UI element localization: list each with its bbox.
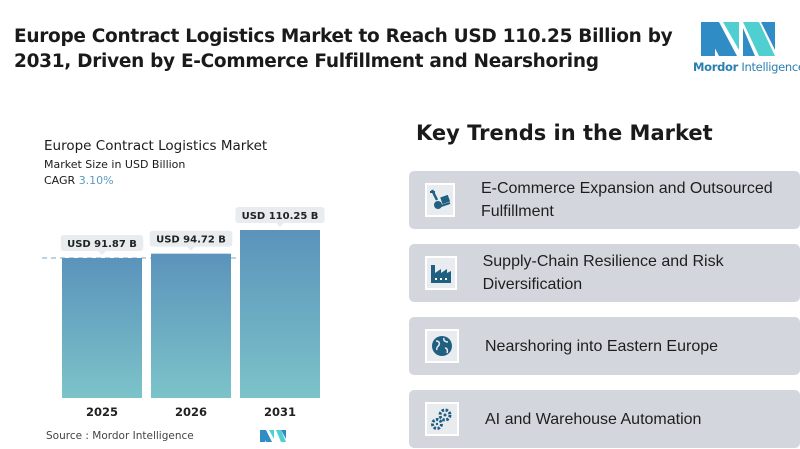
data-label: USD 94.72 B (156, 235, 226, 246)
logo-text-2: Intelligence (741, 60, 800, 74)
trend-label: AI and Warehouse Automation (485, 410, 702, 428)
cagr-label: CAGR (44, 174, 76, 187)
data-label: USD 91.87 B (67, 239, 137, 250)
data-label-pointer (276, 223, 284, 227)
cagr-value: 3.10% (78, 174, 114, 187)
x-tick-label: 2026 (175, 405, 207, 419)
bar-2031 (240, 230, 320, 398)
trend-card: AI and Warehouse Automation (409, 390, 800, 448)
page-title: Europe Contract Logistics Market to Reac… (14, 26, 673, 72)
chart-title: Europe Contract Logistics Market (44, 138, 268, 154)
logo-text: Mordor (693, 60, 739, 74)
data-label: USD 110.25 B (242, 211, 319, 222)
bar-2026 (151, 253, 231, 398)
data-label-pointer (187, 246, 195, 251)
gears-icon (425, 402, 459, 436)
source-note: Source : Mordor Intelligence (46, 430, 194, 442)
logo-mark-icon (701, 22, 775, 56)
mordor-logo: Mordor Intelligence (693, 20, 800, 80)
data-label-pointer (98, 251, 106, 256)
trend-card: Nearshoring into Eastern Europe (409, 317, 800, 375)
trend-label: Supply-Chain Resilience and Risk Diversi… (482, 253, 724, 293)
globe-icon (425, 329, 459, 363)
trend-card: E-Commerce Expansion and Outsourced Fulf… (409, 171, 800, 229)
trend-label: Nearshoring into Eastern Europe (485, 337, 719, 355)
trends-title: Key Trends in the Market (416, 121, 713, 145)
x-tick-label: 2025 (86, 405, 118, 419)
bar-2025 (62, 258, 142, 398)
trend-card: Supply-Chain Resilience and Risk Diversi… (409, 244, 800, 302)
factory-icon (425, 256, 457, 290)
small-logo-icon (260, 430, 286, 442)
trend-label: E-Commerce Expansion and Outsourced Fulf… (480, 180, 773, 220)
data-label-bg (149, 230, 233, 247)
x-tick-label: 2031 (264, 405, 296, 419)
data-label-bg (235, 207, 325, 223)
chart-subtitle: Market Size in USD Billion (44, 158, 186, 171)
data-label-bg (60, 235, 144, 252)
hand-truck-icon (425, 183, 455, 217)
cagr: CAGR 3.10% (44, 174, 114, 187)
